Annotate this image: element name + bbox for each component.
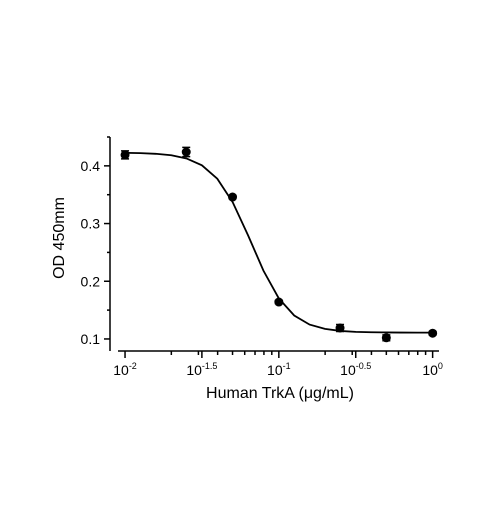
x-tick-exponent: -0.5 <box>356 361 372 371</box>
x-tick-exponent: 0 <box>438 361 443 371</box>
x-tick-label: 100 <box>422 361 443 378</box>
data-point <box>335 323 345 333</box>
data-point <box>228 192 238 202</box>
y-tick-label: 0.3 <box>81 216 101 232</box>
x-tick-base: 10 <box>113 362 129 378</box>
x-tick-label: 10-0.5 <box>340 361 371 378</box>
y-tick-label: 0.4 <box>81 158 101 174</box>
x-tick-exponent: -1 <box>283 361 291 371</box>
data-point <box>181 147 191 157</box>
data-point <box>120 150 130 160</box>
x-tick-exponent: -2 <box>129 361 137 371</box>
x-tick-base: 10 <box>186 362 202 378</box>
data-point <box>274 297 284 307</box>
x-tick-base: 10 <box>422 362 438 378</box>
x-tick-base: 10 <box>267 362 283 378</box>
x-tick-label: 10-2 <box>113 361 137 378</box>
data-point <box>428 328 438 338</box>
data-point <box>381 333 391 343</box>
y-tick-label: 0.2 <box>81 273 101 289</box>
x-tick-base: 10 <box>340 362 356 378</box>
y-axis-label: OD 450mm <box>51 197 68 279</box>
x-axis-label: Human TrkA (μg/mL) <box>206 385 354 402</box>
y-tick-label: 0.1 <box>81 331 101 347</box>
x-tick-label: 10-1 <box>267 361 291 378</box>
x-tick-label: 10-1.5 <box>186 361 217 378</box>
x-tick-exponent: -1.5 <box>202 361 218 371</box>
